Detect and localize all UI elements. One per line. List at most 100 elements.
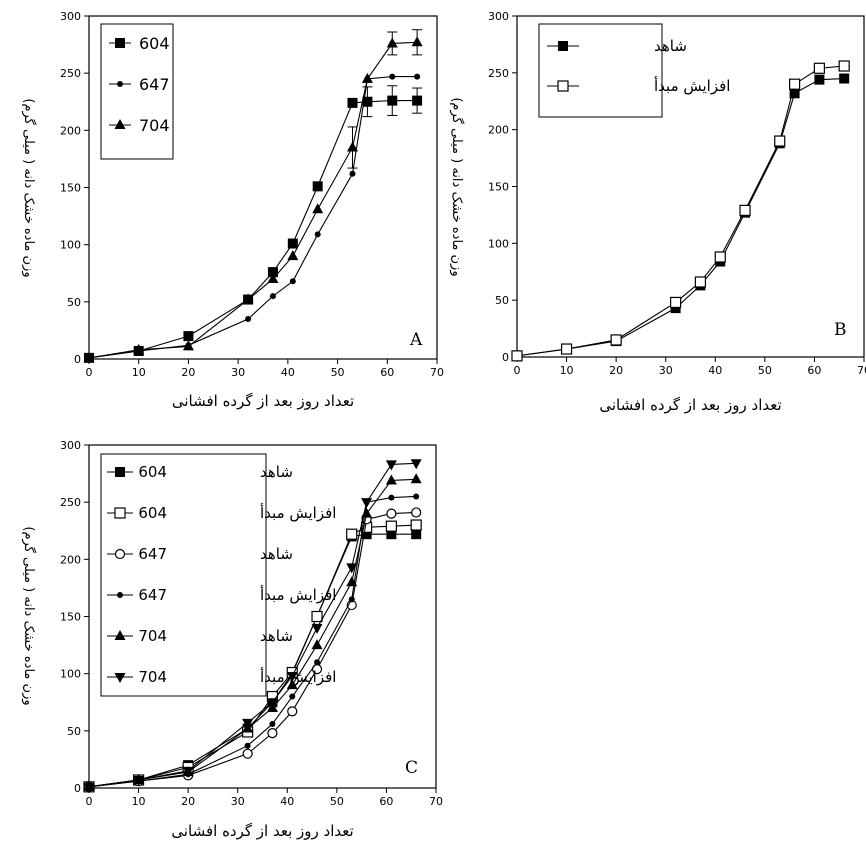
data-point [312,203,324,214]
y-tick-label: 100 [60,668,81,681]
x-tick-label: 20 [181,795,195,808]
legend-marker [114,630,126,640]
x-tick-label: 50 [330,795,344,808]
chart-panel-c: 0 10 20 30 40 50 60 70 0 50 100 150 200 250 300 تعداد ر… [21,439,443,840]
legend-label: 704 [139,116,170,135]
data-point [289,693,296,700]
x-axis-label: تعداد روز بعد از گرده افشانی [172,392,354,410]
data-point [267,267,278,278]
x-tick-label: 30 [231,366,245,379]
legend-marker [114,548,126,560]
data-point [411,529,422,540]
series-3 [83,29,423,362]
data-point [311,610,323,623]
x-tick-label: 70 [430,366,444,379]
x-tick-label: 60 [807,364,821,377]
x-tick-label: 10 [132,366,146,379]
legend-label: افزایش مبدأ [654,76,730,95]
data-point [183,331,194,342]
data-point [386,529,397,540]
data-point [839,73,850,84]
data-point [314,231,321,238]
legend-label-text: افزایش مبدأ [260,585,336,604]
x-tick-label: 60 [380,366,394,379]
data-point [385,520,397,532]
legend-marker [117,81,123,87]
data-point [410,473,422,484]
data-point [133,775,145,786]
legend-marker [114,119,126,129]
chart-panel-b: 0 10 20 30 40 50 60 70 0 50 100 150 200 250 300 تعداد ر… [449,10,866,414]
data-point [346,528,358,540]
series-line [516,77,845,357]
legend-label-number: 604 [138,463,167,481]
legend-box [538,23,663,118]
data-point [83,782,95,793]
x-tick-label: 30 [659,364,673,377]
legend-label: 647 [139,75,170,94]
data-point [774,135,786,147]
x-tick-label: 70 [429,795,443,808]
data-point [287,706,298,717]
data-point [387,95,398,106]
data-point [267,728,278,739]
data-point [182,340,194,351]
data-point [385,460,397,471]
y-tick-label: 0 [74,782,81,795]
data-point [267,272,279,283]
data-point [410,519,422,531]
y-tick-label: 250 [60,67,81,80]
legend-label-text: شاهد [260,545,293,563]
data-point [385,474,397,485]
legend-box [100,23,174,160]
legend-label-text: افزایش مبدأ [260,667,336,686]
y-tick-label: 100 [60,239,81,252]
data-point [269,293,276,300]
data-point [289,278,296,285]
x-tick-label: 70 [857,364,866,377]
legend-label-text: افزایش مبدأ [260,503,336,522]
data-point [346,141,358,152]
panel-letter: B [834,320,847,340]
y-tick-label: 300 [60,10,81,23]
data-point [386,508,397,519]
x-tick-label: 10 [132,795,146,808]
series-6 [83,459,422,793]
data-point [242,718,254,729]
x-tick-label: 10 [560,364,574,377]
data-point [411,36,423,47]
data-point [286,679,298,690]
data-point [411,507,422,518]
data-point [788,78,801,90]
legend-marker [115,38,125,48]
legend-marker [558,41,568,51]
data-point [410,459,422,470]
data-point [286,671,298,682]
data-point [739,204,751,216]
legend-label: شاهد [654,37,687,55]
data-point [670,303,681,314]
legend-label-number: 704 [138,627,167,645]
x-tick-label: 30 [231,795,245,808]
panel-letter: A [409,330,423,350]
chart-panel-a: 0 10 20 30 40 50 60 70 0 50 100 150 200 250 300 تعداد ر… [21,10,444,410]
legend-marker [115,467,125,477]
y-tick-label: 150 [60,611,81,624]
data-point [314,659,321,666]
data-point [346,563,358,574]
data-point [361,529,372,540]
legend: 604 شاهد 604 افزایش مبدأ 647 شاهد 647 افزایش مب… [100,453,336,697]
data-point [242,748,253,759]
y-tick-label: 150 [60,182,81,195]
x-tick-label: 60 [379,795,393,808]
y-tick-label: 250 [488,67,509,80]
data-point [511,350,523,362]
data-point [266,698,278,709]
x-axis-label: تعداد روز بعد از گرده افشانی [171,822,353,840]
x-tick-label: 50 [331,366,345,379]
data-point [269,720,276,727]
data-point [287,250,299,261]
legend-marker [117,592,123,598]
data-point [412,95,423,106]
